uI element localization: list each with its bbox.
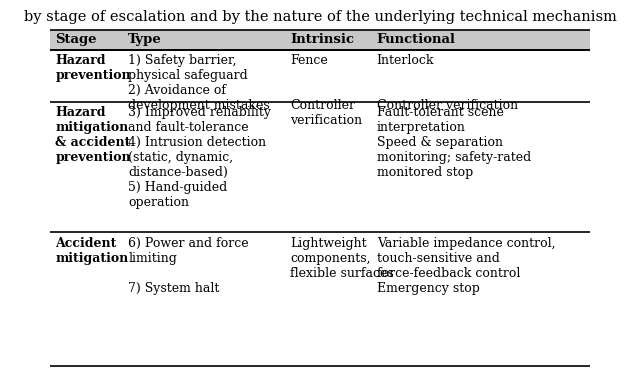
Text: Functional: Functional: [377, 33, 456, 46]
Text: Lightweight
components,
flexible surfaces: Lightweight components, flexible surface…: [291, 237, 394, 280]
Text: Interlock


Controller verification: Interlock Controller verification: [377, 54, 518, 112]
Text: Stage: Stage: [55, 33, 97, 46]
Text: Type: Type: [128, 33, 162, 46]
Text: Fault-tolerant scene
interpretation
Speed & separation
monitoring; safety-rated
: Fault-tolerant scene interpretation Spee…: [377, 106, 531, 179]
Text: Intrinsic: Intrinsic: [291, 33, 355, 46]
Text: 1) Safety barrier,
physical safeguard
2) Avoidance of
development mistakes: 1) Safety barrier, physical safeguard 2)…: [128, 54, 270, 112]
Text: by stage of escalation and by the nature of the underlying technical mechanism: by stage of escalation and by the nature…: [24, 10, 616, 24]
Text: Variable impedance control,
touch-sensitive and
force-feedback control
Emergency: Variable impedance control, touch-sensit…: [377, 237, 556, 295]
Text: Hazard
prevention: Hazard prevention: [55, 54, 131, 82]
Text: Fence


Controller
verification: Fence Controller verification: [291, 54, 362, 127]
Text: 3) Improved reliability
and fault-tolerance
4) Intrusion detection
(static, dyna: 3) Improved reliability and fault-tolera…: [128, 106, 271, 209]
Text: Hazard
mitigation
& accident
prevention: Hazard mitigation & accident prevention: [55, 106, 131, 164]
Text: Accident
mitigation: Accident mitigation: [55, 237, 129, 265]
Bar: [50, 30, 590, 50]
Text: 6) Power and force
limiting

7) System halt: 6) Power and force limiting 7) System ha…: [128, 237, 249, 295]
